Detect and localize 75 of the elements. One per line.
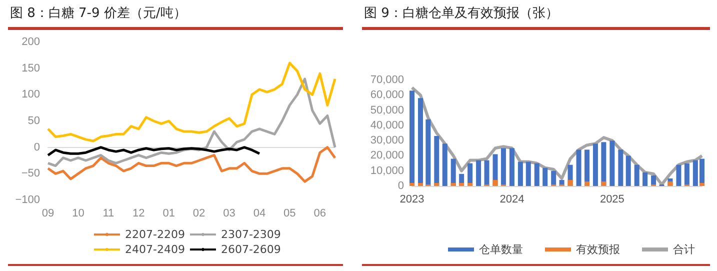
bar xyxy=(450,182,456,186)
bar xyxy=(610,140,615,186)
bar xyxy=(442,144,448,186)
bar xyxy=(684,163,690,186)
bar xyxy=(618,150,624,186)
x-tick-label: 02 xyxy=(192,208,206,220)
y-tick-label: 50 xyxy=(28,115,40,127)
y-tick-label: 0 xyxy=(398,180,404,192)
bar xyxy=(434,182,440,186)
bar xyxy=(468,182,473,186)
y-tick-label: 100 xyxy=(22,88,40,101)
bar xyxy=(584,181,590,186)
chart-title: 图 9：白糖仓单及有效预报（张） xyxy=(364,5,558,22)
y-tick-label: 10,000 xyxy=(370,164,404,177)
y-tick-label: −100 xyxy=(15,194,40,206)
x-tick-label: 2024 xyxy=(500,194,524,206)
bar xyxy=(568,180,573,186)
bar xyxy=(434,136,440,186)
x-tick-label: 09 xyxy=(42,208,54,220)
bar xyxy=(518,162,523,186)
bar xyxy=(509,148,514,186)
bar xyxy=(542,168,548,186)
bar xyxy=(492,180,498,186)
y-tick-label: 60,000 xyxy=(370,89,404,102)
x-tick-label: 04 xyxy=(253,208,266,220)
chart-title: 图 8：白糖 7-9 价差（元/吨） xyxy=(10,5,186,22)
bar xyxy=(676,164,682,186)
bar xyxy=(459,182,464,186)
line-series xyxy=(46,146,336,183)
y-tick-label: 30,000 xyxy=(370,134,404,147)
legend-label: 2407-2409 xyxy=(125,243,185,256)
x-tick-label: 06 xyxy=(314,208,326,220)
legend-label: 合计 xyxy=(673,243,695,256)
x-tick-label: 11 xyxy=(102,208,114,220)
bar xyxy=(526,162,531,186)
bar xyxy=(592,144,598,186)
bar xyxy=(601,181,606,186)
y-tick-label: 200 xyxy=(22,36,40,48)
y-tick-label: 70,000 xyxy=(370,74,404,86)
x-tick-label: 05 xyxy=(284,208,296,220)
x-tick-label: 2025 xyxy=(600,194,624,206)
legend-label: 2607-2609 xyxy=(220,243,281,256)
bar xyxy=(700,182,704,186)
y-tick-label: 40,000 xyxy=(370,119,404,132)
x-tick-label: 01 xyxy=(162,208,175,220)
y-tick-label: −50 xyxy=(21,168,40,180)
y-tick-label: 150 xyxy=(22,62,40,74)
bar xyxy=(426,119,431,186)
bar xyxy=(534,163,540,186)
x-tick-label: 10 xyxy=(72,208,84,220)
x-tick-label: 2023 xyxy=(400,194,424,206)
bar xyxy=(410,182,414,186)
x-tick-label: 03 xyxy=(223,208,236,220)
x-tick-label: 12 xyxy=(132,208,145,220)
bar xyxy=(668,181,673,186)
bar xyxy=(576,150,582,186)
legend-label: 有效预报 xyxy=(576,243,620,256)
bar xyxy=(476,160,482,186)
bar xyxy=(551,170,556,186)
bar xyxy=(634,164,640,186)
line-series xyxy=(46,78,336,168)
legend-label: 2307-2309 xyxy=(220,228,281,241)
y-tick-label: 20,000 xyxy=(370,150,404,162)
bar xyxy=(642,172,648,186)
bar xyxy=(500,148,506,186)
legend-label: 2207-2209 xyxy=(125,228,185,241)
line-series xyxy=(46,62,336,142)
bar xyxy=(626,156,631,186)
legend-label: 仓单数量 xyxy=(479,243,523,256)
bar xyxy=(484,160,490,186)
y-tick-label: 50,000 xyxy=(370,104,404,116)
line-series xyxy=(410,86,704,186)
bar xyxy=(418,182,423,186)
y-tick-label: 0 xyxy=(34,141,40,154)
line-series xyxy=(46,146,261,156)
